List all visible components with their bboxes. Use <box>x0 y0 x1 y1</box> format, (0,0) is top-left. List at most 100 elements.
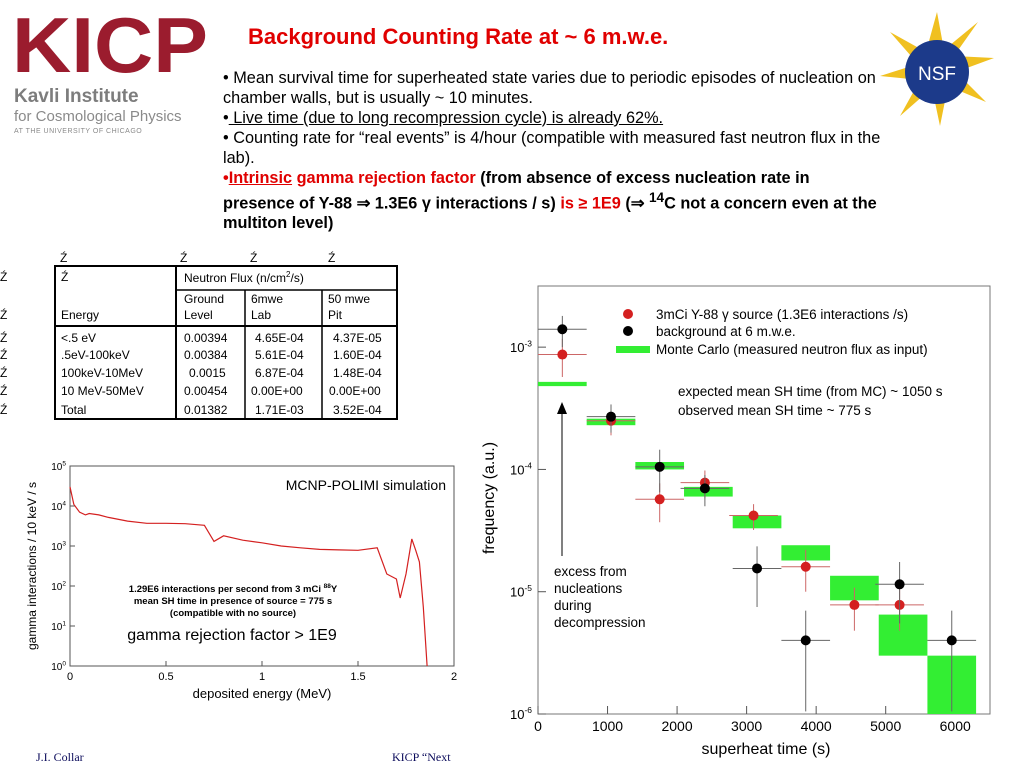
flux-table: Ź Ź Ź Ź Ź Neutron Flux (n/cm2/s) Energy … <box>0 250 400 425</box>
row-lab: 6.87E-04 <box>255 366 304 380</box>
row-pit: 1.60E-04 <box>333 348 382 362</box>
legend-marker <box>623 326 633 336</box>
table-glyph: Ź <box>61 270 69 284</box>
spectrum-x-label: deposited energy (MeV) <box>193 686 332 701</box>
legend: 3mCi Y-88 γ source (1.3E6 interactions /… <box>616 307 928 357</box>
background-point <box>557 324 568 335</box>
spectrum-line <box>69 486 428 667</box>
row-energy: Total <box>61 403 87 417</box>
superheat-y-tick-label: 10-6 <box>510 705 532 722</box>
footer-author: J.I. Collar <box>36 750 84 764</box>
superheat-x-tick-label: 6000 <box>940 718 971 734</box>
row-energy: 100keV-10MeV <box>61 366 144 380</box>
superheat-y-tick-label: 10-5 <box>510 583 532 600</box>
superheat-x-tick-label: 0 <box>534 718 542 734</box>
nsf-label: NSF <box>918 64 956 85</box>
bullet-3: • Counting rate for “real events” is 4/h… <box>223 129 881 167</box>
spectrum-annotation-title: MCNP-POLIMI simulation <box>286 477 446 493</box>
bullet-2: • Live time (due to long recompression c… <box>223 108 883 128</box>
legend-marker <box>616 346 650 353</box>
row-lab: 1.71E-03 <box>255 403 304 417</box>
bullet-4: •Intrinsic gamma rejection factor (from … <box>223 168 883 233</box>
annotation-excess-3: during <box>554 598 592 613</box>
bullet-4-gamma: gamma rejection factor <box>292 169 481 187</box>
source-point <box>800 561 811 572</box>
spectrum-plot-frame <box>69 465 455 667</box>
table-glyph: Ź <box>60 251 68 265</box>
bullet-4-is: is ≥ 1E9 <box>560 194 621 213</box>
spectrum-x-tick-label: 1 <box>259 671 265 683</box>
superheat-x-tick-label: 5000 <box>870 718 901 734</box>
row-pit: 0.00E+00 <box>329 384 381 398</box>
spectrum-x-tick-label: 2 <box>451 671 457 683</box>
annotation-excess-2: nucleations <box>554 581 623 596</box>
excess-arrow <box>557 402 567 556</box>
row-energy: 10 MeV-50MeV <box>61 384 144 398</box>
bullet-4-sup: 14 <box>648 190 665 205</box>
source-point <box>748 510 759 521</box>
spectrum-y-tick-label: 105 <box>51 461 66 474</box>
spectrum-y-tick-label: 100 <box>51 661 66 674</box>
spectrum-annotation-3: (compatible with no source) <box>170 608 296 619</box>
spectrum-annotation-1: 1.29E6 interactions per second from 3 mC… <box>129 583 338 595</box>
row-energy: .5eV-100keV <box>61 348 130 362</box>
logo-line-2: for Cosmological Physics <box>14 108 182 125</box>
group-header: Neutron Flux (n/cm2/s) <box>184 270 304 285</box>
legend-marker <box>623 309 633 319</box>
superheat-chart: 10-3 10-4 10-5 10-6 0 1000 2000 3000 4000 5000 60… <box>481 285 991 758</box>
background-point <box>752 563 763 574</box>
background-point <box>946 635 957 646</box>
superheat-x-tick-label: 4000 <box>801 718 832 734</box>
superheat-y-label: frequency (a.u.) <box>481 442 498 554</box>
footer-event: KICP “Next <box>392 750 451 764</box>
nsf-logo: NSF <box>880 12 994 126</box>
spectrum-y-tick-label: 102 <box>51 581 66 594</box>
row-ground: 0.00454 <box>184 384 228 398</box>
spectrum-y-label: gamma interactions / 10 keV / s <box>25 482 39 650</box>
annotation-expected: expected mean SH time (from MC) ~ 1050 s <box>678 384 943 399</box>
col-header-pit-1: 50 mwe <box>328 292 371 306</box>
nsf-globe-icon <box>905 40 969 104</box>
spectrum-annotation-2: mean SH time in presence of source = 775… <box>134 596 332 607</box>
legend-label-mc: Monte Carlo (measured neutron flux as in… <box>656 342 928 357</box>
logo-line-3: AT THE UNIVERSITY OF CHICAGO <box>14 128 143 135</box>
mc-bar <box>878 614 928 656</box>
bullet-2-text: Live time (due to long recompression cyc… <box>228 109 664 127</box>
table-grid <box>54 265 398 420</box>
row-pit: 1.48E-04 <box>333 366 382 380</box>
superheat-y-tick-label: 10-3 <box>510 338 532 355</box>
mc-bar <box>732 515 782 529</box>
energy-header: Energy <box>61 308 100 322</box>
spectrum-annotation-big: gamma rejection factor > 1E9 <box>127 627 337 644</box>
row-ground: 0.01382 <box>184 403 228 417</box>
superheat-x-tick-label: 1000 <box>592 718 623 734</box>
row-energy: <.5 eV <box>61 331 97 345</box>
bullet-4-dot: • <box>223 169 229 187</box>
row-ground: 0.00384 <box>184 348 228 362</box>
background-point <box>800 635 811 646</box>
bullet-4-rest3: C not a concern even at the multiton lev… <box>223 194 877 233</box>
spectrum-y-tick-label: 101 <box>51 621 66 634</box>
table-glyph: Ź <box>180 251 188 265</box>
spectrum-y-tick-label: 104 <box>51 501 66 514</box>
row-pit: 4.37E-05 <box>333 331 382 345</box>
col-header-ground-2: Level <box>184 308 213 322</box>
table-glyph: Ź <box>0 308 8 322</box>
bullet-1: • Mean survival time for superheated sta… <box>223 69 876 107</box>
row-lab: 0.00E+00 <box>251 384 303 398</box>
annotation-observed: observed mean SH time ~ 775 s <box>678 403 871 418</box>
bullet-4-rest2: (⇒ <box>620 194 649 213</box>
bullet-4-intrinsic: Intrinsic <box>228 169 293 187</box>
table-glyph: Ź <box>0 270 8 284</box>
row-ground: 0.0015 <box>189 366 226 380</box>
logo-line-1: Kavli Institute <box>14 86 139 107</box>
legend-label-source: 3mCi Y-88 γ source (1.3E6 interactions /… <box>656 307 908 322</box>
bullet-4-rest1: (from absence of excess nucleation rate … <box>223 169 810 213</box>
kicp-logo: KICP <box>12 8 208 80</box>
spectrum-chart: 100 101 102 103 104 105 0 0.5 1 1.5 2 gamma inter… <box>25 461 457 702</box>
legend-label-background: background at 6 m.w.e. <box>656 324 796 339</box>
row-ground: 0.00394 <box>184 331 228 345</box>
slide-title: Background Counting Rate at ~ 6 m.w.e. <box>248 24 669 49</box>
kicp-logo-text: KICP <box>12 8 208 80</box>
background-point <box>699 483 710 494</box>
